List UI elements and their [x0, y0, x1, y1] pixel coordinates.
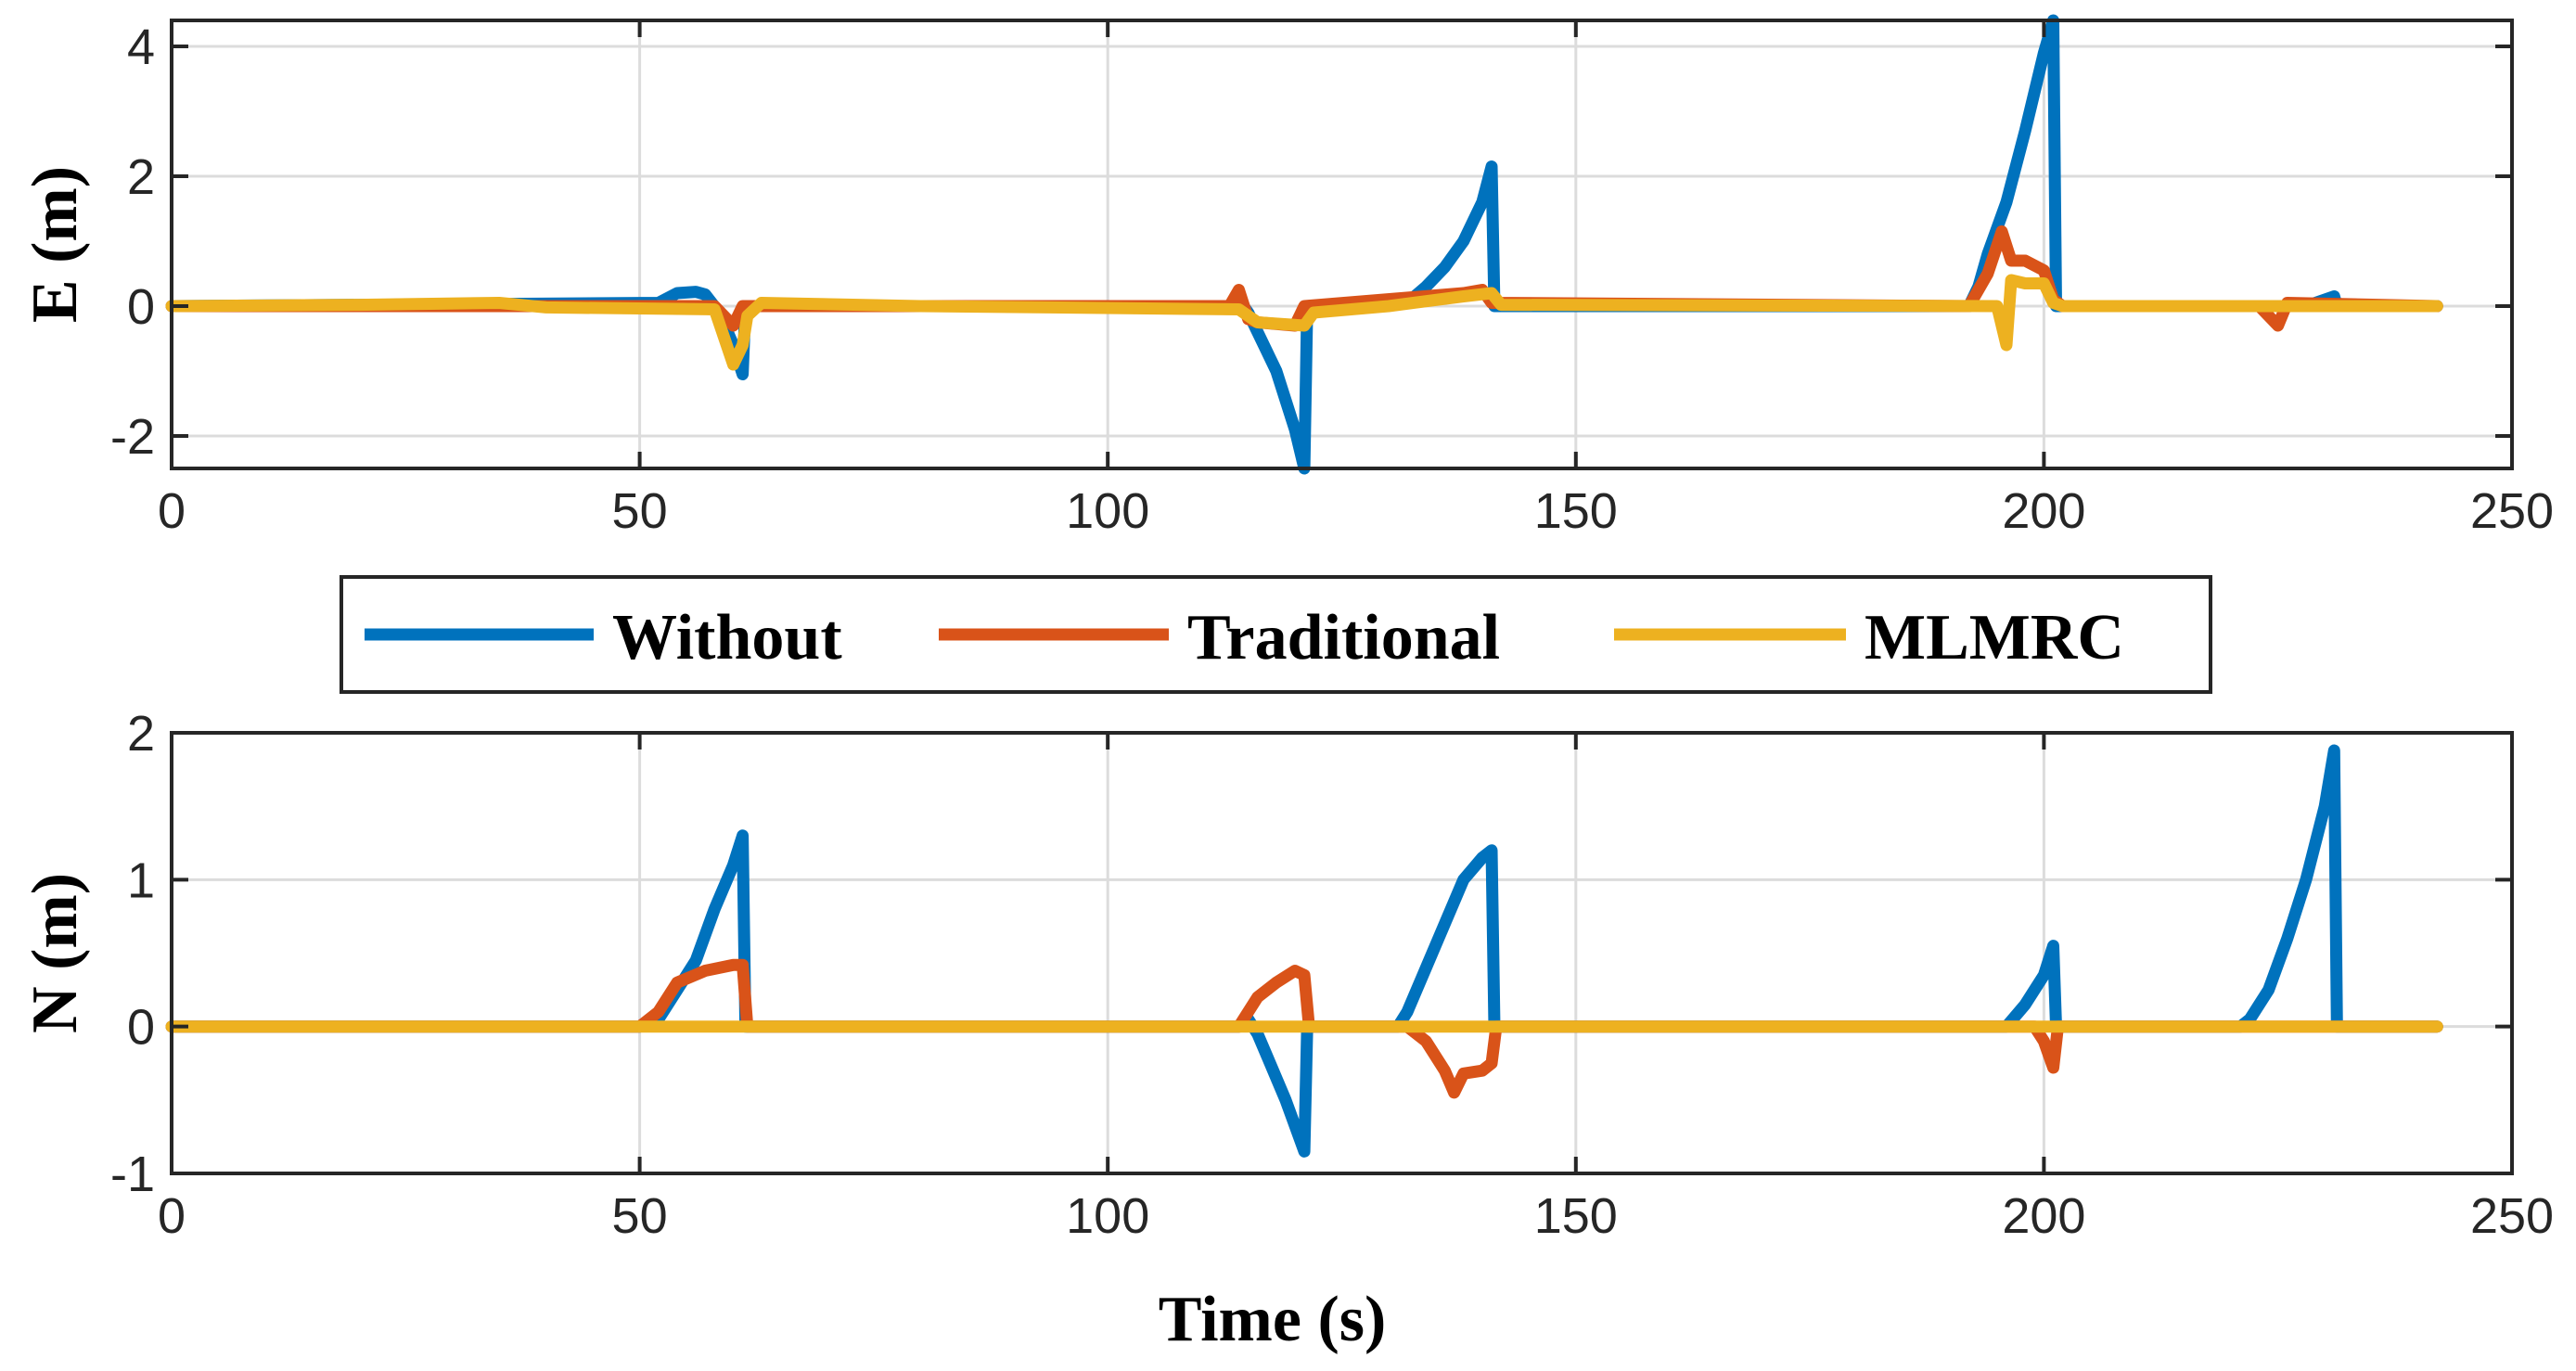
top-series	[165, 14, 2443, 475]
y-tick-label: -2	[110, 409, 155, 465]
y-tick-label: 0	[127, 1000, 155, 1056]
top-grid	[170, 20, 2514, 468]
x-tick-label: 150	[1534, 483, 1618, 539]
top-axes-frame	[170, 19, 2514, 470]
y-tick-label: 1	[127, 852, 155, 908]
y-tick-label: 2	[127, 149, 155, 205]
x-tick-label: 0	[158, 1188, 186, 1244]
series-line-without	[165, 744, 2443, 1158]
x-tick-label: 200	[2002, 483, 2085, 539]
bottom-axes-frame	[170, 731, 2514, 1175]
y-tick-label: 2	[127, 706, 155, 762]
series-line-without	[165, 14, 2443, 475]
x-tick-label: 200	[2002, 1188, 2085, 1244]
x-tick-label: 150	[1534, 1188, 1618, 1244]
series-line-mlmrc	[165, 274, 2443, 371]
x-tick-label: 100	[1066, 1188, 1149, 1244]
x-tick-label: 250	[2470, 483, 2554, 539]
bottom-series	[165, 744, 2443, 1158]
legend-box	[340, 575, 2212, 694]
legend-label-without: Without	[612, 602, 842, 673]
legend-label-mlmrc: MLMRC	[1865, 602, 2124, 673]
x-tick-label: 50	[612, 1188, 668, 1244]
x-tick-label: 100	[1066, 483, 1149, 539]
bottom-x-axis-label: Time (s)	[1159, 1284, 1387, 1355]
top-y-axis-label: E (m)	[19, 166, 91, 323]
x-tick-label: 50	[612, 483, 668, 539]
legend: Without Traditional MLMRC	[340, 575, 2212, 694]
y-tick-label: 0	[127, 279, 155, 335]
bottom-grid	[170, 731, 2514, 1175]
x-tick-label: 250	[2470, 1188, 2554, 1244]
x-tick-label: 0	[158, 483, 186, 539]
legend-label-traditional: Traditional	[1187, 602, 1500, 673]
y-tick-label: -1	[110, 1147, 155, 1202]
bottom-y-axis-label: N (m)	[19, 873, 91, 1033]
y-tick-label: 4	[127, 19, 155, 75]
